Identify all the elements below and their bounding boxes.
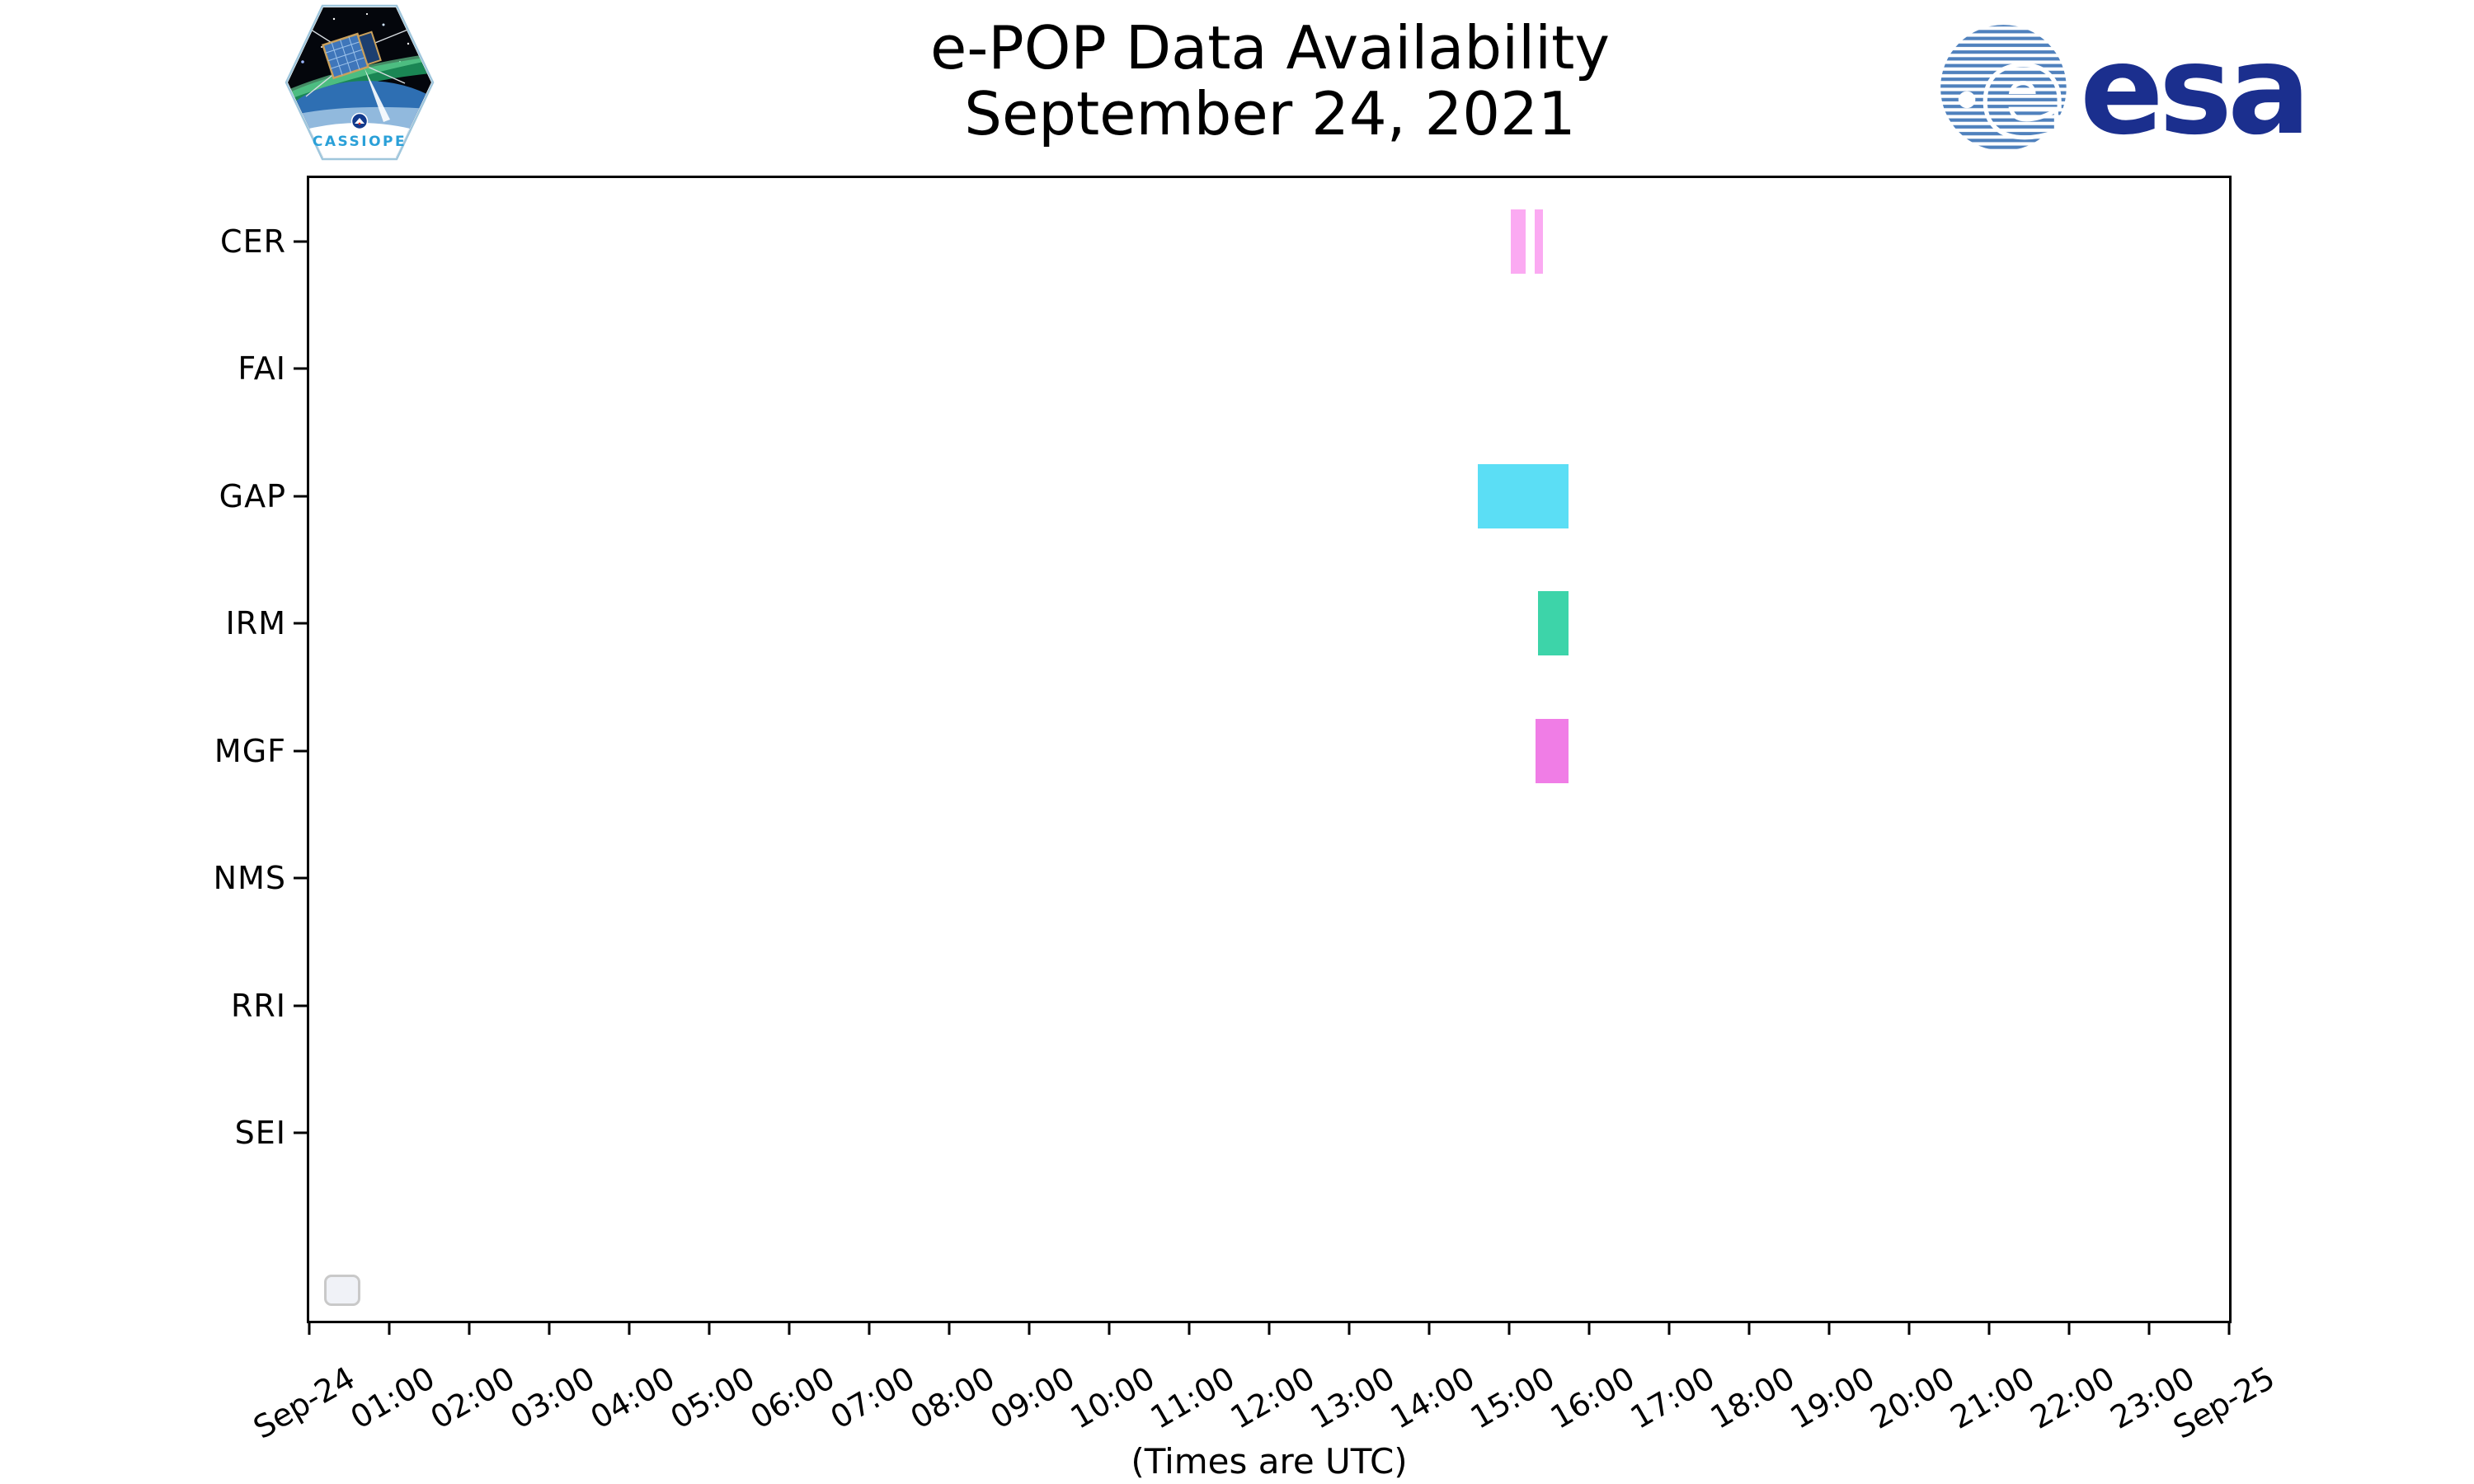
x-tick-22: [2067, 1321, 2071, 1335]
x-tick-label-18: 18:00: [1705, 1359, 1801, 1436]
y-tick-irm: [294, 622, 307, 625]
patch-artwork: [288, 7, 431, 157]
x-tick-24: [2227, 1321, 2231, 1335]
x-tick-8: [948, 1321, 951, 1335]
y-tick-label-rri: RRI: [230, 987, 286, 1024]
x-tick-15: [1507, 1321, 1511, 1335]
x-tick-label-13: 13:00: [1305, 1359, 1401, 1436]
availability-bar-gap-1: [1478, 463, 1569, 528]
y-tick-nms: [294, 876, 307, 880]
x-tick-label-12: 12:00: [1225, 1359, 1321, 1436]
x-tick-0: [308, 1321, 311, 1335]
y-tick-label-sei: SEI: [234, 1115, 286, 1151]
x-tick-3: [548, 1321, 551, 1335]
y-tick-label-cer: CER: [220, 223, 286, 260]
x-tick-label-2: 02:00: [425, 1359, 521, 1436]
x-tick-6: [788, 1321, 791, 1335]
svg-text:e: e: [1982, 24, 2063, 157]
x-tick-label-3: 03:00: [505, 1359, 601, 1436]
x-tick-19: [1827, 1321, 1831, 1335]
x-tick-label-17: 17:00: [1625, 1359, 1721, 1436]
y-tick-label-gap: GAP: [219, 477, 286, 514]
x-tick-9: [1028, 1321, 1031, 1335]
x-tick-4: [628, 1321, 631, 1335]
chart-title: e-POP Data Availability: [930, 13, 1610, 82]
x-tick-label-9: 09:00: [985, 1359, 1081, 1436]
chart-subtitle: September 24, 2021: [964, 79, 1576, 148]
x-tick-10: [1108, 1321, 1111, 1335]
x-tick-label-15: 15:00: [1465, 1359, 1561, 1436]
x-tick-12: [1268, 1321, 1271, 1335]
x-tick-11: [1188, 1321, 1191, 1335]
availability-bar-mgf-1: [1536, 718, 1569, 783]
x-tick-18: [1747, 1321, 1751, 1335]
x-tick-23: [2147, 1321, 2151, 1335]
x-tick-label-7: 07:00: [825, 1359, 921, 1436]
x-tick-7: [868, 1321, 871, 1335]
x-tick-13: [1348, 1321, 1351, 1335]
availability-bar-cer-1: [1510, 209, 1526, 274]
availability-bar-irm-1: [1537, 591, 1569, 655]
x-tick-21: [1987, 1321, 1991, 1335]
x-tick-label-6: 06:00: [745, 1359, 841, 1436]
x-tick-label-4: 04:00: [585, 1359, 681, 1436]
x-tick-label-20: 20:00: [1865, 1359, 1961, 1436]
plot-area: (Times are UTC) CER FAI GAP IRM MGF NMS RRI SEI…: [214, 176, 2281, 1482]
x-tick-2: [468, 1321, 471, 1335]
x-tick-20: [1907, 1321, 1911, 1335]
y-tick-label-irm: IRM: [225, 605, 286, 641]
x-tick-label-16: 16:00: [1545, 1359, 1641, 1436]
cassiope-mission-patch: CASSIOPE: [285, 4, 435, 161]
chart-title-block: e-POP Data Availability September 24, 20…: [858, 15, 1682, 147]
x-tick-label-8: 08:00: [905, 1359, 1001, 1436]
x-tick-label-0: Sep-24: [247, 1359, 361, 1446]
x-tick-label-14: 14:00: [1385, 1359, 1481, 1436]
x-tick-label-10: 10:00: [1065, 1359, 1161, 1436]
y-tick-fai: [294, 367, 307, 370]
y-tick-rri: [294, 1004, 307, 1007]
x-tick-16: [1587, 1321, 1591, 1335]
esa-globe-icon: e: [1940, 21, 2067, 157]
x-tick-5: [708, 1321, 711, 1335]
x-tick-label-19: 19:00: [1785, 1359, 1881, 1436]
y-tick-label-nms: NMS: [213, 860, 286, 896]
y-tick-sei: [294, 1131, 307, 1134]
availability-bar-cer-2: [1535, 209, 1543, 274]
legend-box: [324, 1275, 360, 1306]
cassiope-label: CASSIOPE: [313, 134, 407, 150]
y-tick-label-fai: FAI: [238, 350, 286, 387]
x-tick-1: [388, 1321, 391, 1335]
x-tick-label-21: 21:00: [1945, 1359, 2041, 1436]
x-tick-label-22: 22:00: [2025, 1359, 2121, 1436]
x-axis-label: (Times are UTC): [1131, 1441, 1408, 1482]
x-tick-17: [1667, 1321, 1671, 1335]
x-tick-label-1: 01:00: [345, 1359, 441, 1436]
y-tick-gap: [294, 495, 307, 497]
esa-logo: e esa: [1938, 16, 2334, 161]
x-tick-label-11: 11:00: [1145, 1359, 1241, 1436]
esa-wordmark: esa: [2080, 19, 2311, 162]
x-tick-14: [1427, 1321, 1431, 1335]
y-tick-label-mgf: MGF: [214, 732, 286, 769]
x-tick-label-5: 05:00: [665, 1359, 761, 1436]
y-tick-mgf: [294, 749, 307, 752]
y-tick-cer: [294, 240, 307, 242]
